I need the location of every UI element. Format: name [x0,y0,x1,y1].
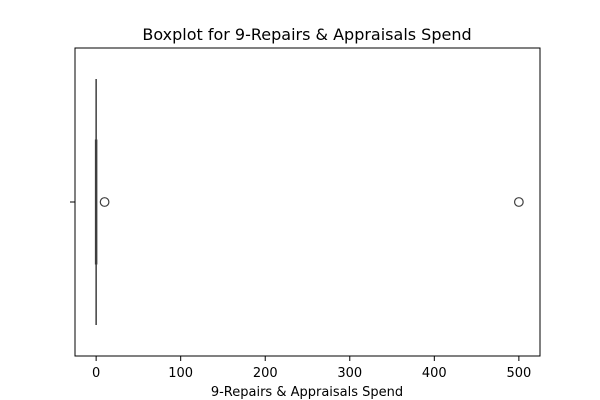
x-tick-label: 300 [337,366,362,381]
plot-area-frame [74,47,541,357]
x-axis-label: 9-Repairs & Appraisals Spend [211,385,403,400]
x-tick-label: 0 [92,366,100,381]
outlier-point [99,197,110,207]
outlier-point [513,197,524,207]
x-tick-label: 500 [506,366,531,381]
x-axis-ticks: 0 100 200 300 400 500 [92,356,531,381]
x-tick-label: 100 [168,366,193,381]
x-tick-label: 400 [422,366,447,381]
chart-title: Boxplot for 9-Repairs & Appraisals Spend [142,25,471,44]
outlier-points [99,197,524,207]
x-tick-label: 200 [253,366,278,381]
box-group [94,79,98,325]
